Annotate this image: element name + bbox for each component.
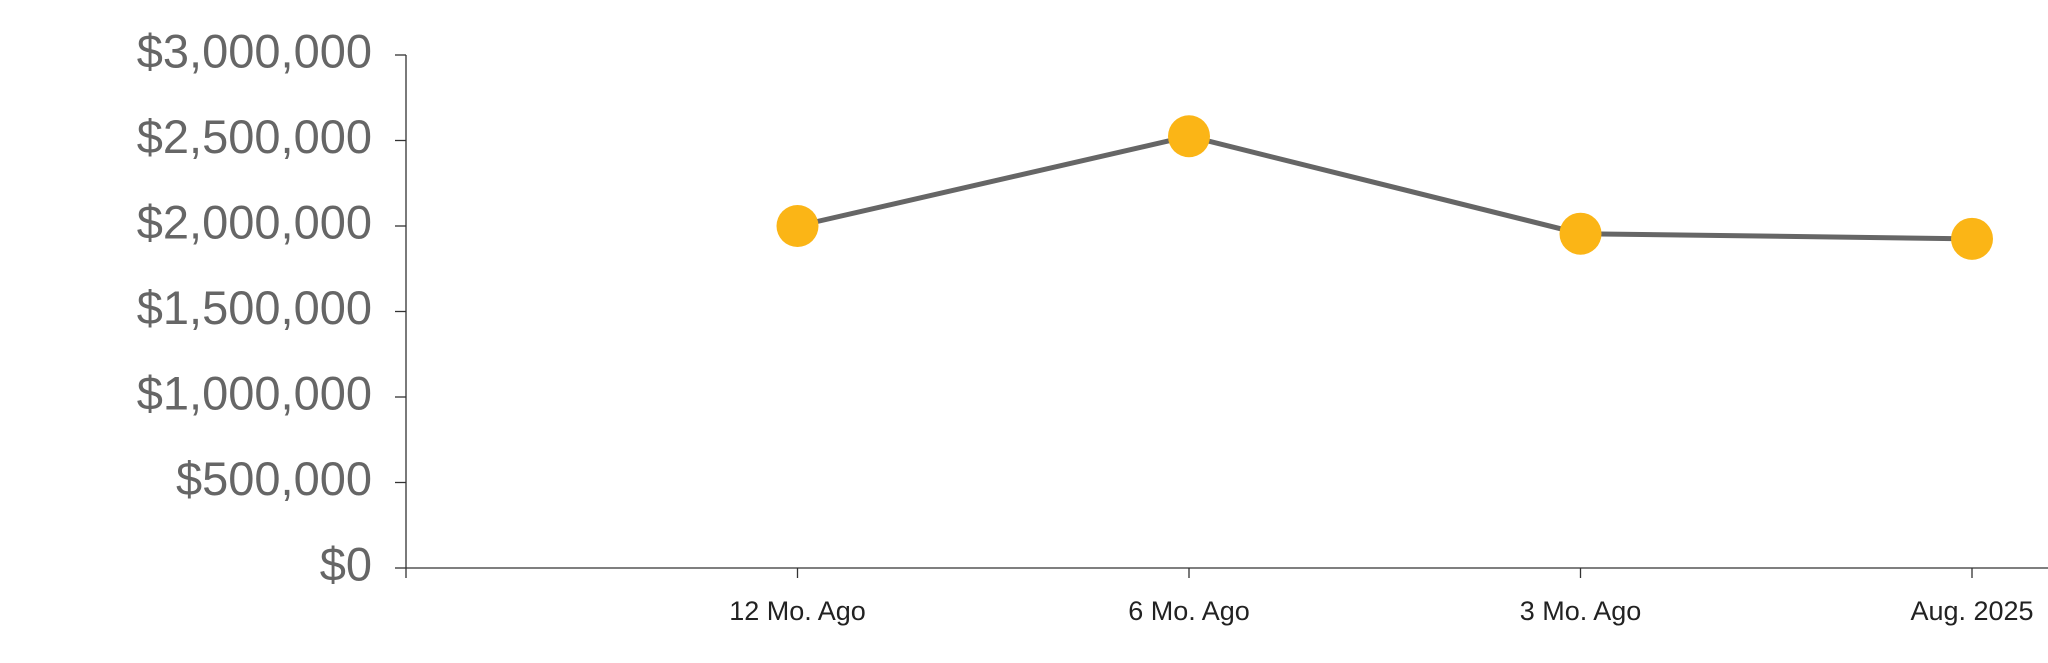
y-tick-label: $3,000,000	[137, 24, 372, 77]
y-tick-label: $2,000,000	[137, 195, 372, 248]
y-tick-label: $500,000	[176, 452, 372, 505]
y-tick-label: $2,500,000	[137, 110, 372, 163]
y-tick-label: $0	[320, 537, 372, 590]
series-line	[796, 133, 1973, 242]
data-point	[1168, 115, 1210, 158]
data-point	[1951, 217, 1993, 260]
x-tick-label: 12 Mo. Ago	[729, 596, 866, 626]
x-tick-label: Aug. 2025	[1910, 596, 2033, 626]
data-point	[1559, 212, 1602, 255]
y-tick-label: $1,000,000	[137, 366, 372, 419]
data-point	[776, 205, 819, 247]
y-tick-label: $1,500,000	[137, 281, 372, 334]
x-tick-label: 6 Mo. Ago	[1128, 596, 1250, 626]
x-tick-label: 3 Mo. Ago	[1520, 596, 1642, 626]
